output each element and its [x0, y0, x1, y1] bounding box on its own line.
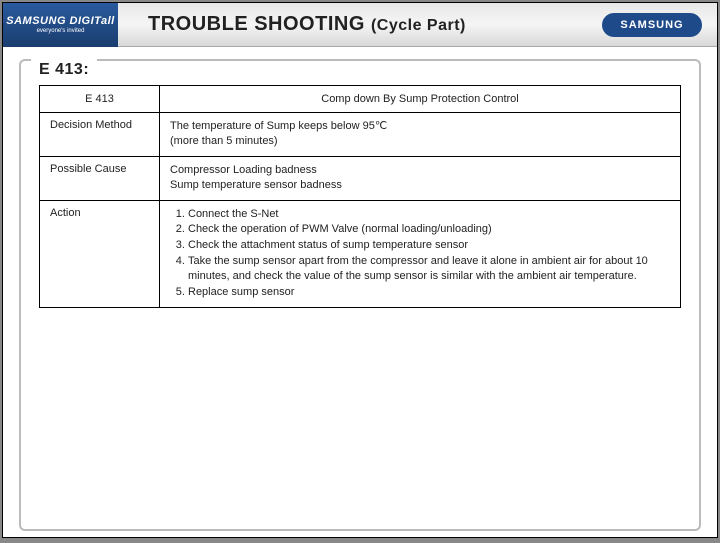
row-content: The temperature of Sump keeps below 95℃ … [160, 113, 681, 157]
title-sub: (Cycle Part) [371, 17, 466, 34]
table-header-row: E 413 Comp down By Sump Protection Contr… [40, 86, 681, 113]
content-frame: E 413: E 413 Comp down By Sump Protectio… [19, 59, 701, 531]
table-row: Action Connect the S-NetCheck the operat… [40, 200, 681, 307]
row-label: Possible Cause [40, 156, 160, 200]
logo-right: SAMSUNG [602, 13, 702, 37]
header-bar: SAMSUNG DIGITall everyone's invited TROU… [3, 3, 717, 47]
list-item: Check the attachment status of sump temp… [188, 238, 670, 253]
action-list: Connect the S-NetCheck the operation of … [170, 207, 670, 300]
row-content: Compressor Loading badnessSump temperatu… [160, 156, 681, 200]
slide: SAMSUNG DIGITall everyone's invited TROU… [2, 2, 718, 538]
list-item: Check the operation of PWM Valve (normal… [188, 222, 670, 237]
table-row: Decision Method The temperature of Sump … [40, 113, 681, 157]
row-content-list: Connect the S-NetCheck the operation of … [160, 200, 681, 307]
logo-left: SAMSUNG DIGITall everyone's invited [3, 3, 118, 47]
page-title: TROUBLE SHOOTING (Cycle Part) [118, 13, 602, 36]
table-row: Possible Cause Compressor Loading badnes… [40, 156, 681, 200]
list-item: Replace sump sensor [188, 285, 670, 300]
table-header-right: Comp down By Sump Protection Control [160, 86, 681, 113]
row-label: Action [40, 200, 160, 307]
list-item: Connect the S-Net [188, 207, 670, 222]
logo-tagline-text: everyone's invited [37, 28, 85, 34]
table-header-left: E 413 [40, 86, 160, 113]
logo-brand-text: SAMSUNG DIGITall [6, 15, 114, 27]
error-table: E 413 Comp down By Sump Protection Contr… [39, 85, 681, 308]
list-item: Take the sump sensor apart from the comp… [188, 254, 670, 284]
content-area: E 413: E 413 Comp down By Sump Protectio… [3, 47, 717, 543]
row-label: Decision Method [40, 113, 160, 157]
section-label: E 413: [31, 59, 97, 81]
title-main: TROUBLE SHOOTING [148, 13, 365, 35]
